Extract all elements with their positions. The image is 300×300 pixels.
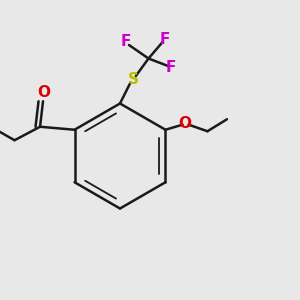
Text: S: S	[128, 72, 139, 87]
Text: F: F	[121, 34, 131, 50]
Text: O: O	[178, 116, 191, 131]
Text: F: F	[160, 32, 170, 46]
Text: F: F	[166, 60, 176, 75]
Text: O: O	[37, 85, 50, 100]
